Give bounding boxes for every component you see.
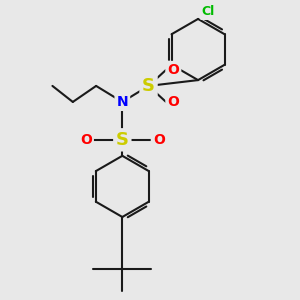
Text: O: O bbox=[167, 63, 179, 77]
Text: Cl: Cl bbox=[202, 5, 215, 18]
Text: N: N bbox=[116, 95, 128, 109]
Text: S: S bbox=[116, 131, 129, 149]
Text: O: O bbox=[80, 133, 92, 147]
Text: O: O bbox=[153, 133, 165, 147]
Text: S: S bbox=[142, 77, 155, 95]
Text: O: O bbox=[167, 95, 179, 109]
